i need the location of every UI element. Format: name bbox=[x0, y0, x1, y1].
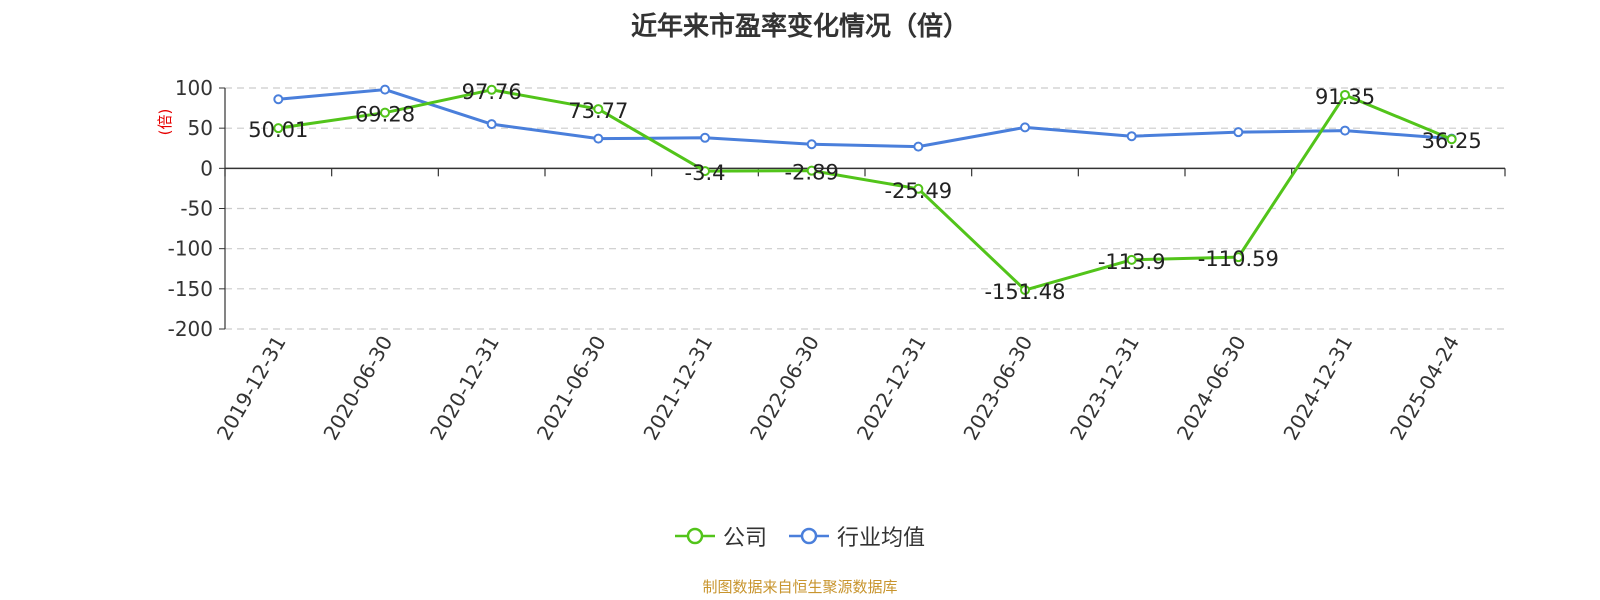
legend-item-industry[interactable]: 行业均值 bbox=[789, 520, 925, 552]
data-label-company: -113.9 bbox=[1098, 250, 1166, 274]
data-point-industry bbox=[1020, 122, 1030, 133]
data-label-company: 97.76 bbox=[462, 80, 522, 104]
industry-line-icon bbox=[789, 527, 829, 545]
data-point-industry bbox=[1126, 131, 1137, 142]
y-tick-label: -150 bbox=[168, 277, 213, 301]
legend-label-company: 公司 bbox=[722, 526, 767, 551]
data-point-industry bbox=[1233, 127, 1244, 138]
data-point-industry bbox=[700, 132, 710, 143]
x-tick-label: 2024-06-30 bbox=[1172, 332, 1251, 445]
data-point-company bbox=[1126, 254, 1137, 265]
data-label-company: -2.89 bbox=[784, 161, 838, 185]
data-label-company: -110.59 bbox=[1198, 247, 1279, 271]
x-tick-label: 2025-04-24 bbox=[1385, 332, 1464, 445]
x-tick-label: 2019-12-31 bbox=[212, 332, 291, 445]
data-point-industry bbox=[593, 133, 604, 144]
data-label-company: 73.77 bbox=[568, 99, 628, 123]
x-tick-label: 2023-12-31 bbox=[1065, 332, 1144, 445]
data-point-company bbox=[913, 183, 924, 194]
data-label-company: 36.25 bbox=[1422, 129, 1482, 153]
data-point-company bbox=[1020, 285, 1030, 296]
data-label-company: 69.28 bbox=[355, 103, 415, 127]
legend: 公司 行业均值 bbox=[0, 520, 1600, 552]
legend-item-company[interactable]: 公司 bbox=[674, 520, 767, 552]
data-point-industry bbox=[806, 139, 817, 150]
data-point-company bbox=[806, 165, 817, 176]
x-tick-label: 2022-12-31 bbox=[852, 332, 931, 445]
data-point-industry bbox=[913, 141, 924, 152]
data-point-company bbox=[1233, 252, 1244, 263]
y-tick-label: -50 bbox=[180, 197, 213, 221]
source-note: 制图数据来自恒生聚源数据库 bbox=[702, 578, 898, 596]
data-point-company bbox=[380, 107, 390, 118]
data-label-company: 91.35 bbox=[1315, 85, 1375, 109]
data-label-company: -151.48 bbox=[984, 280, 1065, 304]
x-tick-label: 2021-12-31 bbox=[638, 332, 717, 445]
x-tick-label: 2024-12-31 bbox=[1278, 332, 1357, 445]
data-point-industry bbox=[380, 84, 390, 95]
grid-lines bbox=[225, 87, 1505, 330]
legend-label-industry: 行业均值 bbox=[837, 526, 926, 551]
data-point-industry bbox=[486, 119, 497, 130]
data-point-industry bbox=[273, 94, 284, 105]
y-tick-label: -200 bbox=[168, 317, 213, 341]
x-tick-label: 2022-06-30 bbox=[745, 332, 824, 445]
company-line-icon bbox=[674, 527, 715, 545]
x-tick-label: 2020-06-30 bbox=[318, 332, 397, 445]
data-labels: 50.01 69.28 97.76 73.77 -3.4 -2.89 -25.49 -151.… bbox=[248, 80, 1481, 304]
x-tick-label: 2023-06-30 bbox=[958, 332, 1037, 445]
data-point-company bbox=[700, 166, 710, 177]
x-tick-label: 2021-06-30 bbox=[532, 332, 611, 445]
line-chart: 100 50 0 -50 -100 -150 -200 (倍) 2019-12-31 2020-0… bbox=[156, 76, 1506, 445]
data-point-company bbox=[486, 84, 497, 95]
y-axis-unit-label: (倍) bbox=[156, 109, 174, 136]
data-point-company bbox=[273, 123, 284, 134]
data-label-company: -3.4 bbox=[685, 161, 726, 185]
y-tick-label: 0 bbox=[200, 156, 213, 180]
data-label-company: -25.49 bbox=[884, 179, 952, 203]
y-tick-label: -100 bbox=[168, 237, 213, 261]
series-lines bbox=[273, 84, 1457, 296]
data-label-company: 50.01 bbox=[248, 118, 308, 142]
data-point-industry bbox=[1340, 125, 1350, 136]
x-tick-label: 2020-12-31 bbox=[425, 332, 504, 445]
series-line-company bbox=[278, 88, 1453, 292]
y-tick-label: 100 bbox=[175, 76, 213, 100]
data-point-company bbox=[593, 104, 604, 115]
data-point-company bbox=[1340, 89, 1350, 100]
y-tick-label: 50 bbox=[188, 116, 213, 140]
series-line-industry bbox=[278, 88, 1452, 149]
chart-title: 近年来市盈率变化情况（倍） bbox=[630, 12, 969, 42]
data-point-company bbox=[1446, 134, 1457, 145]
